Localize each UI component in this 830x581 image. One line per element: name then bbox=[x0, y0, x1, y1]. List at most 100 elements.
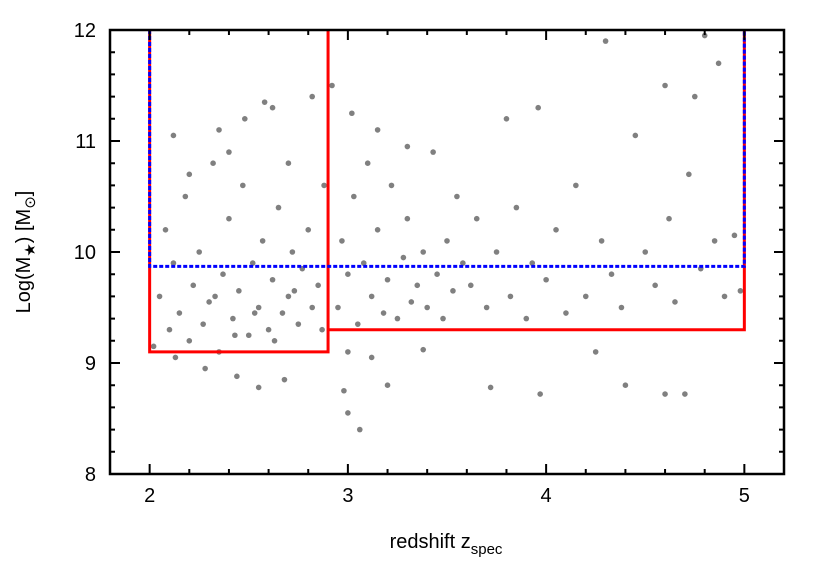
x-axis-label: redshift zspec bbox=[390, 531, 503, 558]
data-point bbox=[563, 310, 569, 316]
data-point bbox=[242, 116, 248, 122]
data-point bbox=[394, 315, 401, 322]
data-point bbox=[335, 304, 341, 311]
data-point bbox=[384, 382, 391, 389]
data-point bbox=[226, 149, 232, 155]
data-point bbox=[608, 271, 615, 278]
data-point bbox=[295, 321, 302, 327]
data-point bbox=[529, 260, 536, 266]
data-point bbox=[543, 276, 549, 283]
data-point bbox=[374, 127, 381, 133]
data-point bbox=[202, 365, 208, 372]
data-point bbox=[434, 271, 440, 278]
region-line bbox=[148, 30, 746, 268]
data-point bbox=[424, 304, 430, 311]
data-point bbox=[440, 315, 446, 322]
data-point bbox=[364, 160, 371, 166]
data-point bbox=[170, 132, 177, 139]
data-point bbox=[309, 304, 316, 311]
data-point bbox=[285, 160, 292, 166]
x-tick-label: 4 bbox=[541, 485, 552, 507]
data-point bbox=[226, 215, 232, 222]
data-point bbox=[305, 227, 312, 233]
y-tick-label: 12 bbox=[74, 20, 96, 42]
y-tick-label: 11 bbox=[75, 131, 96, 153]
data-point bbox=[503, 116, 510, 122]
data-point bbox=[400, 254, 407, 261]
data-point bbox=[444, 238, 450, 244]
y-axis-label: Log(M★) [M⊙] bbox=[13, 191, 39, 314]
data-point bbox=[384, 276, 391, 283]
y-tick-label: 8 bbox=[85, 464, 96, 486]
data-point bbox=[715, 60, 722, 67]
data-point bbox=[186, 171, 193, 178]
data-point bbox=[454, 193, 460, 200]
data-point bbox=[642, 249, 649, 255]
data-point bbox=[662, 82, 668, 89]
data-point bbox=[368, 354, 375, 361]
data-point bbox=[345, 410, 351, 416]
data-point bbox=[341, 387, 347, 394]
data-point bbox=[420, 249, 427, 255]
data-point bbox=[196, 249, 203, 255]
data-point bbox=[321, 182, 327, 189]
data-point bbox=[737, 288, 744, 294]
data-point bbox=[356, 426, 363, 433]
data-point bbox=[553, 227, 559, 233]
data-point bbox=[666, 215, 672, 222]
data-point bbox=[672, 299, 678, 305]
data-point bbox=[602, 38, 609, 44]
data-point bbox=[598, 238, 605, 244]
data-point bbox=[186, 338, 193, 344]
data-point bbox=[360, 260, 367, 266]
data-point bbox=[240, 182, 246, 189]
data-point bbox=[156, 293, 163, 300]
data-point bbox=[210, 160, 216, 166]
data-point bbox=[430, 149, 436, 155]
data-point bbox=[190, 282, 197, 289]
data-point bbox=[269, 276, 276, 283]
data-point bbox=[339, 238, 345, 244]
data-point bbox=[711, 238, 718, 244]
data-point bbox=[662, 391, 668, 397]
data-point bbox=[388, 182, 395, 189]
data-point bbox=[460, 260, 466, 266]
data-point bbox=[315, 282, 321, 289]
plot-frame bbox=[108, 28, 786, 476]
data-point bbox=[592, 349, 599, 355]
data-point bbox=[281, 376, 288, 383]
data-point bbox=[513, 204, 520, 211]
x-tick-label: 5 bbox=[739, 485, 750, 507]
data-point bbox=[374, 227, 381, 233]
data-point bbox=[265, 326, 272, 333]
data-point bbox=[309, 93, 316, 100]
data-point bbox=[329, 82, 335, 89]
data-point bbox=[632, 132, 639, 139]
data-point bbox=[345, 349, 351, 355]
data-point bbox=[319, 326, 325, 333]
data-point bbox=[618, 304, 625, 311]
region-line bbox=[328, 30, 746, 332]
data-point bbox=[380, 310, 387, 316]
data-point bbox=[259, 238, 266, 244]
data-point bbox=[279, 310, 286, 316]
data-point bbox=[291, 288, 298, 294]
data-point bbox=[232, 332, 238, 339]
data-point bbox=[582, 293, 589, 300]
data-point bbox=[507, 293, 514, 300]
data-point bbox=[234, 373, 240, 380]
data-point bbox=[162, 227, 169, 233]
data-point bbox=[473, 215, 480, 222]
data-point bbox=[523, 315, 530, 322]
data-point bbox=[731, 232, 738, 239]
y-tick-label: 10 bbox=[74, 242, 96, 264]
data-point bbox=[354, 321, 361, 327]
data-point bbox=[236, 288, 242, 294]
data-point bbox=[255, 304, 262, 311]
data-point bbox=[255, 384, 262, 391]
data-point bbox=[368, 293, 375, 300]
data-point bbox=[450, 288, 456, 294]
data-point bbox=[216, 127, 222, 133]
data-point bbox=[682, 391, 688, 397]
